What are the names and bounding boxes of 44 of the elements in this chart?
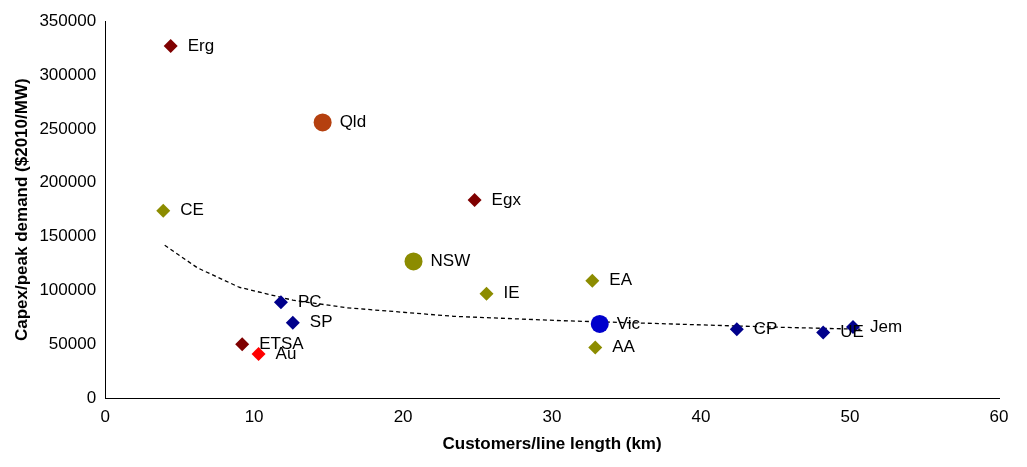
y-tick-label: 300000: [39, 64, 97, 84]
point: [235, 337, 250, 352]
point: [588, 340, 603, 355]
y-tick-label: 350000: [39, 10, 97, 30]
series-label: PC: [297, 292, 322, 312]
point: [285, 315, 300, 330]
x-tick-label: 0: [100, 407, 110, 427]
point: [156, 203, 171, 218]
point: [313, 113, 332, 132]
point: [585, 273, 600, 288]
y-axis-title: Capex/peak demand ($2010/MW): [11, 78, 31, 342]
point: [479, 286, 494, 301]
point: [590, 314, 609, 333]
x-tick-label: 20: [393, 407, 413, 427]
series-label: IE: [503, 283, 520, 303]
x-axis-title: Customers/line length (km): [442, 434, 662, 454]
series-label: CE: [180, 200, 204, 220]
point: [163, 38, 178, 53]
y-tick-label: 250000: [39, 118, 97, 138]
series-label: Erg: [187, 35, 215, 55]
y-tick-label: 150000: [39, 226, 97, 246]
series-label: Jem: [870, 316, 903, 336]
y-tick-label: 50000: [48, 334, 97, 354]
y-tick-label: 0: [86, 387, 97, 407]
x-tick-label: 40: [691, 407, 711, 427]
x-tick-label: 10: [244, 407, 264, 427]
point: [404, 252, 423, 271]
point: [729, 322, 744, 337]
series-label: SP: [309, 312, 333, 332]
point: [251, 347, 266, 362]
y-tick-label: 100000: [39, 280, 97, 300]
point: [816, 325, 831, 340]
x-tick-label: 60: [989, 407, 1009, 427]
series-label: Vic: [616, 313, 641, 333]
y-tick-label: 200000: [39, 172, 97, 192]
series-label: NSW: [430, 251, 471, 271]
point: [273, 295, 288, 310]
x-tick-label: 30: [542, 407, 562, 427]
series-label: Qld: [339, 112, 367, 132]
series-label: EA: [609, 270, 633, 290]
series-label: Egx: [491, 189, 522, 209]
series-label: AA: [612, 337, 636, 357]
point: [467, 193, 482, 208]
x-tick-label: 50: [840, 407, 860, 427]
